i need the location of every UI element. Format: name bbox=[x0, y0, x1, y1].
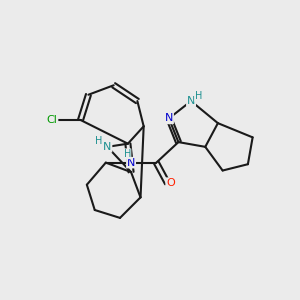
Text: Cl: Cl bbox=[47, 115, 58, 125]
Text: N: N bbox=[165, 113, 173, 123]
Text: N: N bbox=[103, 142, 112, 152]
Text: N: N bbox=[127, 158, 135, 168]
Text: H: H bbox=[95, 136, 102, 146]
Text: H: H bbox=[195, 91, 202, 101]
Text: H: H bbox=[124, 149, 131, 159]
Text: N: N bbox=[187, 96, 195, 106]
Text: O: O bbox=[166, 178, 175, 188]
